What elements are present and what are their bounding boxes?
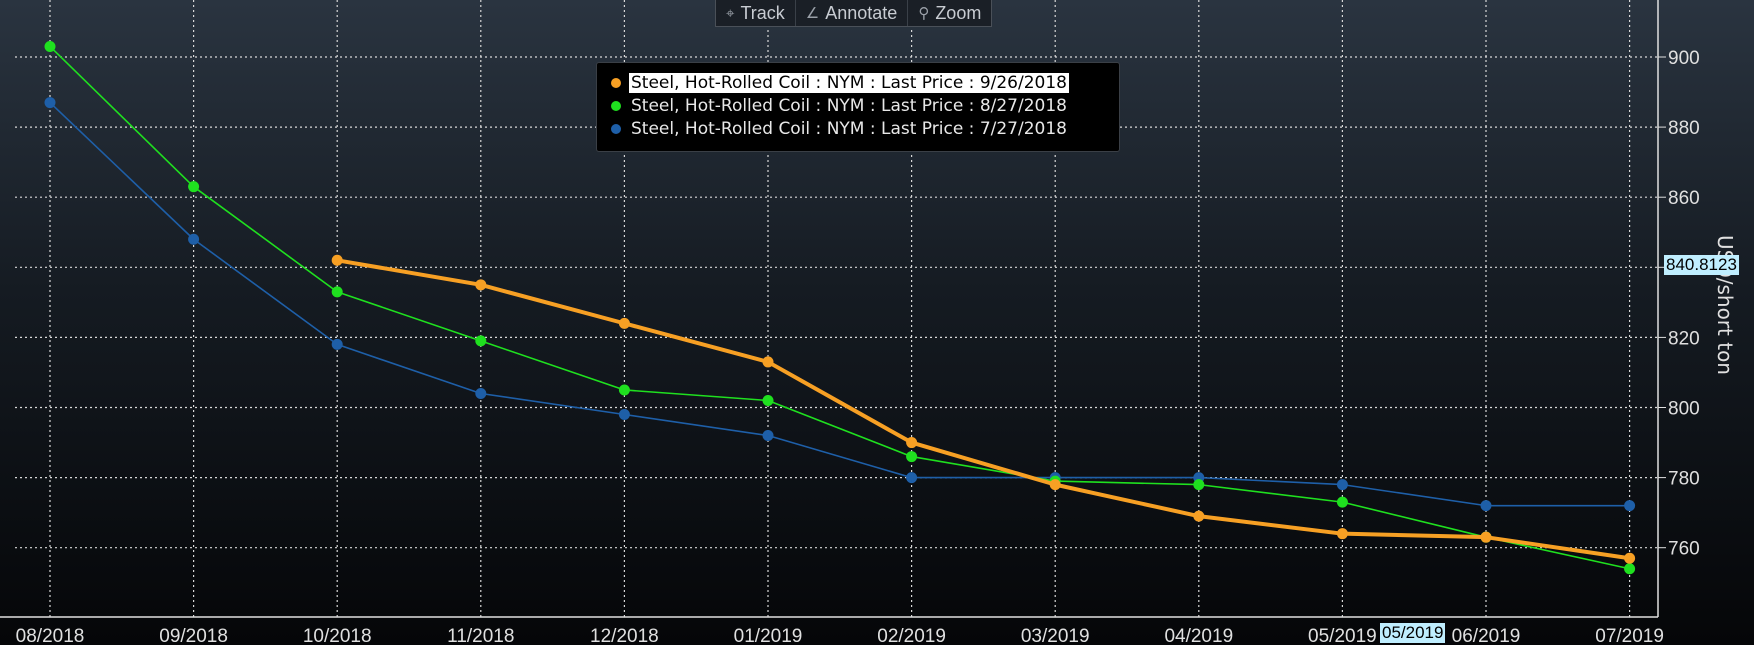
data-point: [475, 279, 487, 291]
data-point: [331, 286, 343, 298]
series-line: [49, 101, 1630, 507]
data-point: [1193, 510, 1205, 522]
y-tick-label: 760: [1668, 539, 1700, 560]
data-point: [331, 338, 343, 350]
legend-dot-green: [611, 101, 621, 111]
data-point: [44, 97, 56, 109]
legend-item[interactable]: Steel, Hot-Rolled Coil : NYM : Last Pric…: [611, 119, 1069, 139]
data-point: [331, 254, 343, 266]
annotate-label: Annotate: [825, 2, 898, 23]
chart-toolbar: ⌖ Track ∠ Annotate ⚲ Zoom: [715, 0, 993, 27]
x-tick-label: 09/2018: [159, 626, 228, 645]
track-button[interactable]: ⌖ Track: [716, 0, 796, 26]
data-point: [618, 409, 630, 421]
data-point: [1480, 531, 1492, 543]
y-value-marker: 840.8123: [1664, 255, 1739, 275]
pencil-icon: ∠: [805, 5, 820, 22]
data-point: [44, 40, 56, 52]
data-point: [1624, 563, 1636, 575]
data-point: [1624, 552, 1636, 564]
data-point: [1336, 479, 1348, 491]
y-tick-label: 820: [1668, 328, 1700, 349]
legend-dot-orange: [611, 78, 621, 88]
data-point: [762, 356, 774, 368]
data-point: [1193, 479, 1205, 491]
data-point: [906, 437, 918, 449]
zoom-label: Zoom: [935, 2, 982, 23]
legend-item[interactable]: Steel, Hot-Rolled Coil : NYM : Last Pric…: [611, 96, 1069, 116]
data-point: [618, 317, 630, 329]
series-line: [49, 45, 1630, 570]
x-tick-label: 11/2018: [447, 626, 514, 645]
x-tick-label: 04/2019: [1164, 626, 1233, 645]
data-point: [1336, 496, 1348, 508]
y-tick-label: 860: [1668, 188, 1700, 209]
y-tick-label: 800: [1668, 399, 1700, 420]
data-point: [762, 430, 774, 442]
x-tick-label: 01/2019: [734, 626, 803, 645]
x-value-marker: 05/2019: [1380, 623, 1446, 643]
x-tick-label: 03/2019: [1021, 626, 1090, 645]
x-tick-label: 05/2019: [1308, 626, 1377, 645]
y-tick-label: 880: [1668, 118, 1700, 139]
data-point: [188, 181, 200, 193]
x-tick-label: 02/2019: [877, 626, 946, 645]
chart-legend: Steel, Hot-Rolled Coil : NYM : Last Pric…: [596, 62, 1120, 152]
legend-dot-blue: [611, 124, 621, 134]
data-point: [475, 335, 487, 347]
legend-label: Steel, Hot-Rolled Coil : NYM : Last Pric…: [631, 96, 1067, 116]
x-tick-label: 12/2018: [590, 626, 659, 645]
data-point: [762, 394, 774, 406]
x-tick-label: 10/2018: [303, 626, 372, 645]
y-tick-label: 900: [1668, 48, 1700, 69]
series-line: [336, 258, 1630, 561]
data-point: [188, 233, 200, 245]
data-point: [906, 472, 918, 484]
legend-label: Steel, Hot-Rolled Coil : NYM : Last Pric…: [631, 119, 1067, 139]
x-tick-label: 06/2019: [1452, 626, 1521, 645]
data-point: [906, 451, 918, 463]
data-point: [1336, 528, 1348, 540]
zoom-button[interactable]: ⚲ Zoom: [908, 0, 991, 26]
data-point: [475, 387, 487, 399]
x-tick-label: 07/2019: [1595, 626, 1664, 645]
legend-label: Steel, Hot-Rolled Coil : NYM : Last Pric…: [629, 73, 1069, 93]
data-point: [1624, 500, 1636, 512]
legend-item[interactable]: Steel, Hot-Rolled Coil : NYM : Last Pric…: [611, 73, 1069, 93]
track-label: Track: [740, 2, 785, 23]
data-point: [1480, 500, 1492, 512]
y-tick-label: 780: [1668, 469, 1700, 490]
magnifier-icon: ⚲: [918, 5, 930, 22]
crosshair-icon: ⌖: [726, 4, 735, 22]
x-tick-label: 08/2018: [16, 626, 85, 645]
data-point: [1049, 479, 1061, 491]
data-point: [618, 384, 630, 396]
annotate-button[interactable]: ∠ Annotate: [796, 0, 909, 26]
